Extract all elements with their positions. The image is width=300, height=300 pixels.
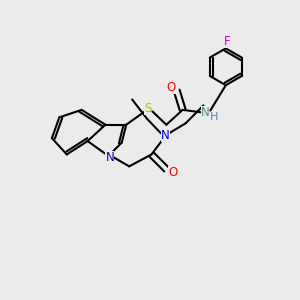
Text: N: N — [201, 106, 209, 119]
Text: O: O — [167, 81, 176, 94]
Text: F: F — [224, 35, 231, 48]
Text: N: N — [106, 151, 114, 164]
Text: N: N — [161, 129, 170, 142]
Text: S: S — [144, 102, 151, 115]
Text: H: H — [210, 112, 219, 122]
Text: O: O — [168, 167, 178, 179]
